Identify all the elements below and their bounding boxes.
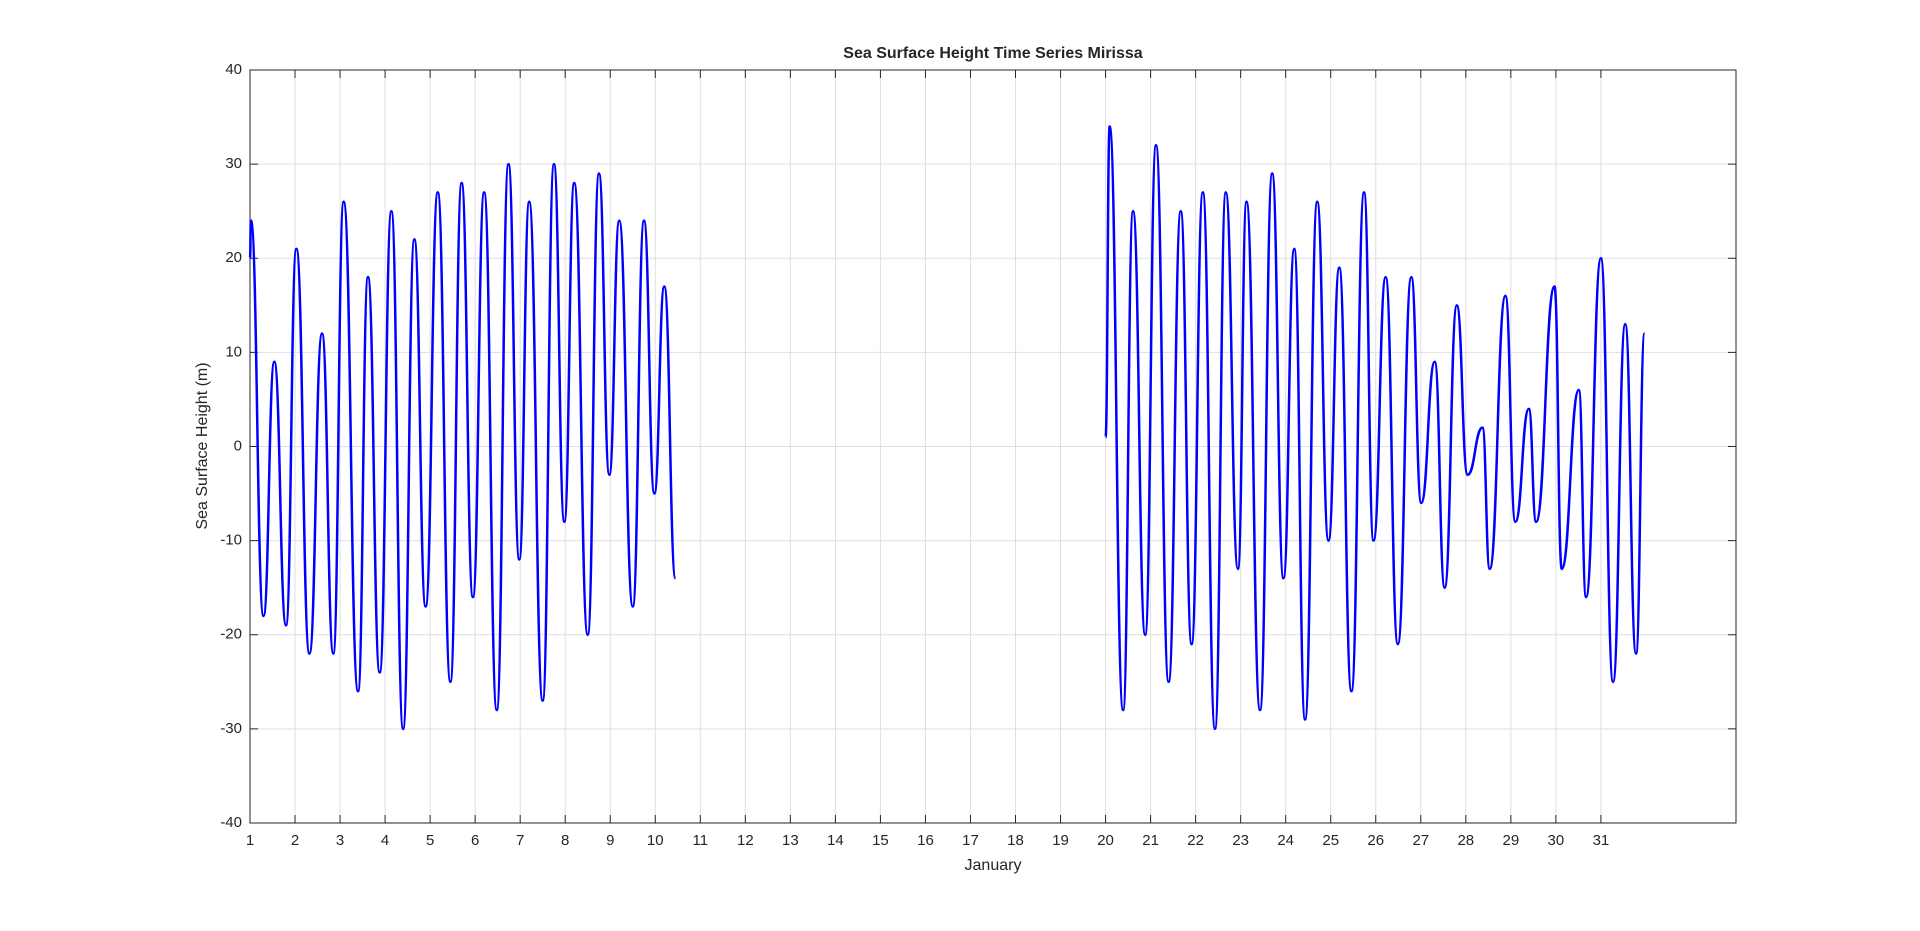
x-tick-label: 4 [381,832,389,849]
x-tick-label: 12 [737,832,754,849]
data-line [248,125,1646,731]
x-tick-label: 2 [291,832,299,849]
x-tick-label: 26 [1367,832,1384,849]
x-tick-label: 11 [693,832,709,849]
y-tick-label: -10 [220,532,242,549]
x-axis-label: January [965,857,1022,874]
x-tick-label: 25 [1322,832,1339,849]
y-tick-label: 20 [225,249,242,266]
x-tick-label: 28 [1457,832,1474,849]
y-tick-label: -30 [220,720,242,737]
x-tick-label: 10 [647,832,664,849]
x-tick-label: 31 [1593,832,1610,849]
x-tick-label: 27 [1412,832,1429,849]
y-tick-label: 10 [225,343,242,360]
x-tick-label: 23 [1232,832,1249,849]
x-tick-label: 6 [471,832,479,849]
chart-title: Sea Surface Height Time Series Mirissa [843,45,1143,62]
x-tick-label: 16 [917,832,934,849]
x-tick-label: 30 [1548,832,1565,849]
x-tick-label: 15 [872,832,889,849]
x-tick-label: 22 [1187,832,1204,849]
x-tick-label: 5 [426,832,434,849]
x-tick-label: 18 [1007,832,1024,849]
y-tick-label: 0 [234,437,242,454]
x-tick-label: 13 [782,832,799,849]
x-tick-label: 19 [1052,832,1069,849]
x-tick-label: 29 [1503,832,1520,849]
x-tick-label: 7 [516,832,524,849]
x-tick-label: 24 [1277,832,1294,849]
y-tick-label: -40 [220,814,242,831]
x-tick-label: 21 [1142,832,1159,849]
x-tick-label: 17 [962,832,979,849]
x-tick-label: 20 [1097,832,1114,849]
y-tick-label: -20 [220,626,242,643]
y-tick-label: 30 [225,155,242,172]
x-tick-label: 1 [246,832,254,849]
plot-frame [249,69,1737,824]
x-tick-label: 14 [827,832,844,849]
y-tick-label: 40 [225,61,242,78]
y-axis-label: Sea Surface Height (m) [194,362,211,529]
x-tick-label: 8 [561,832,569,849]
x-tick-label: 3 [336,832,344,849]
x-tick-label: 9 [606,832,614,849]
